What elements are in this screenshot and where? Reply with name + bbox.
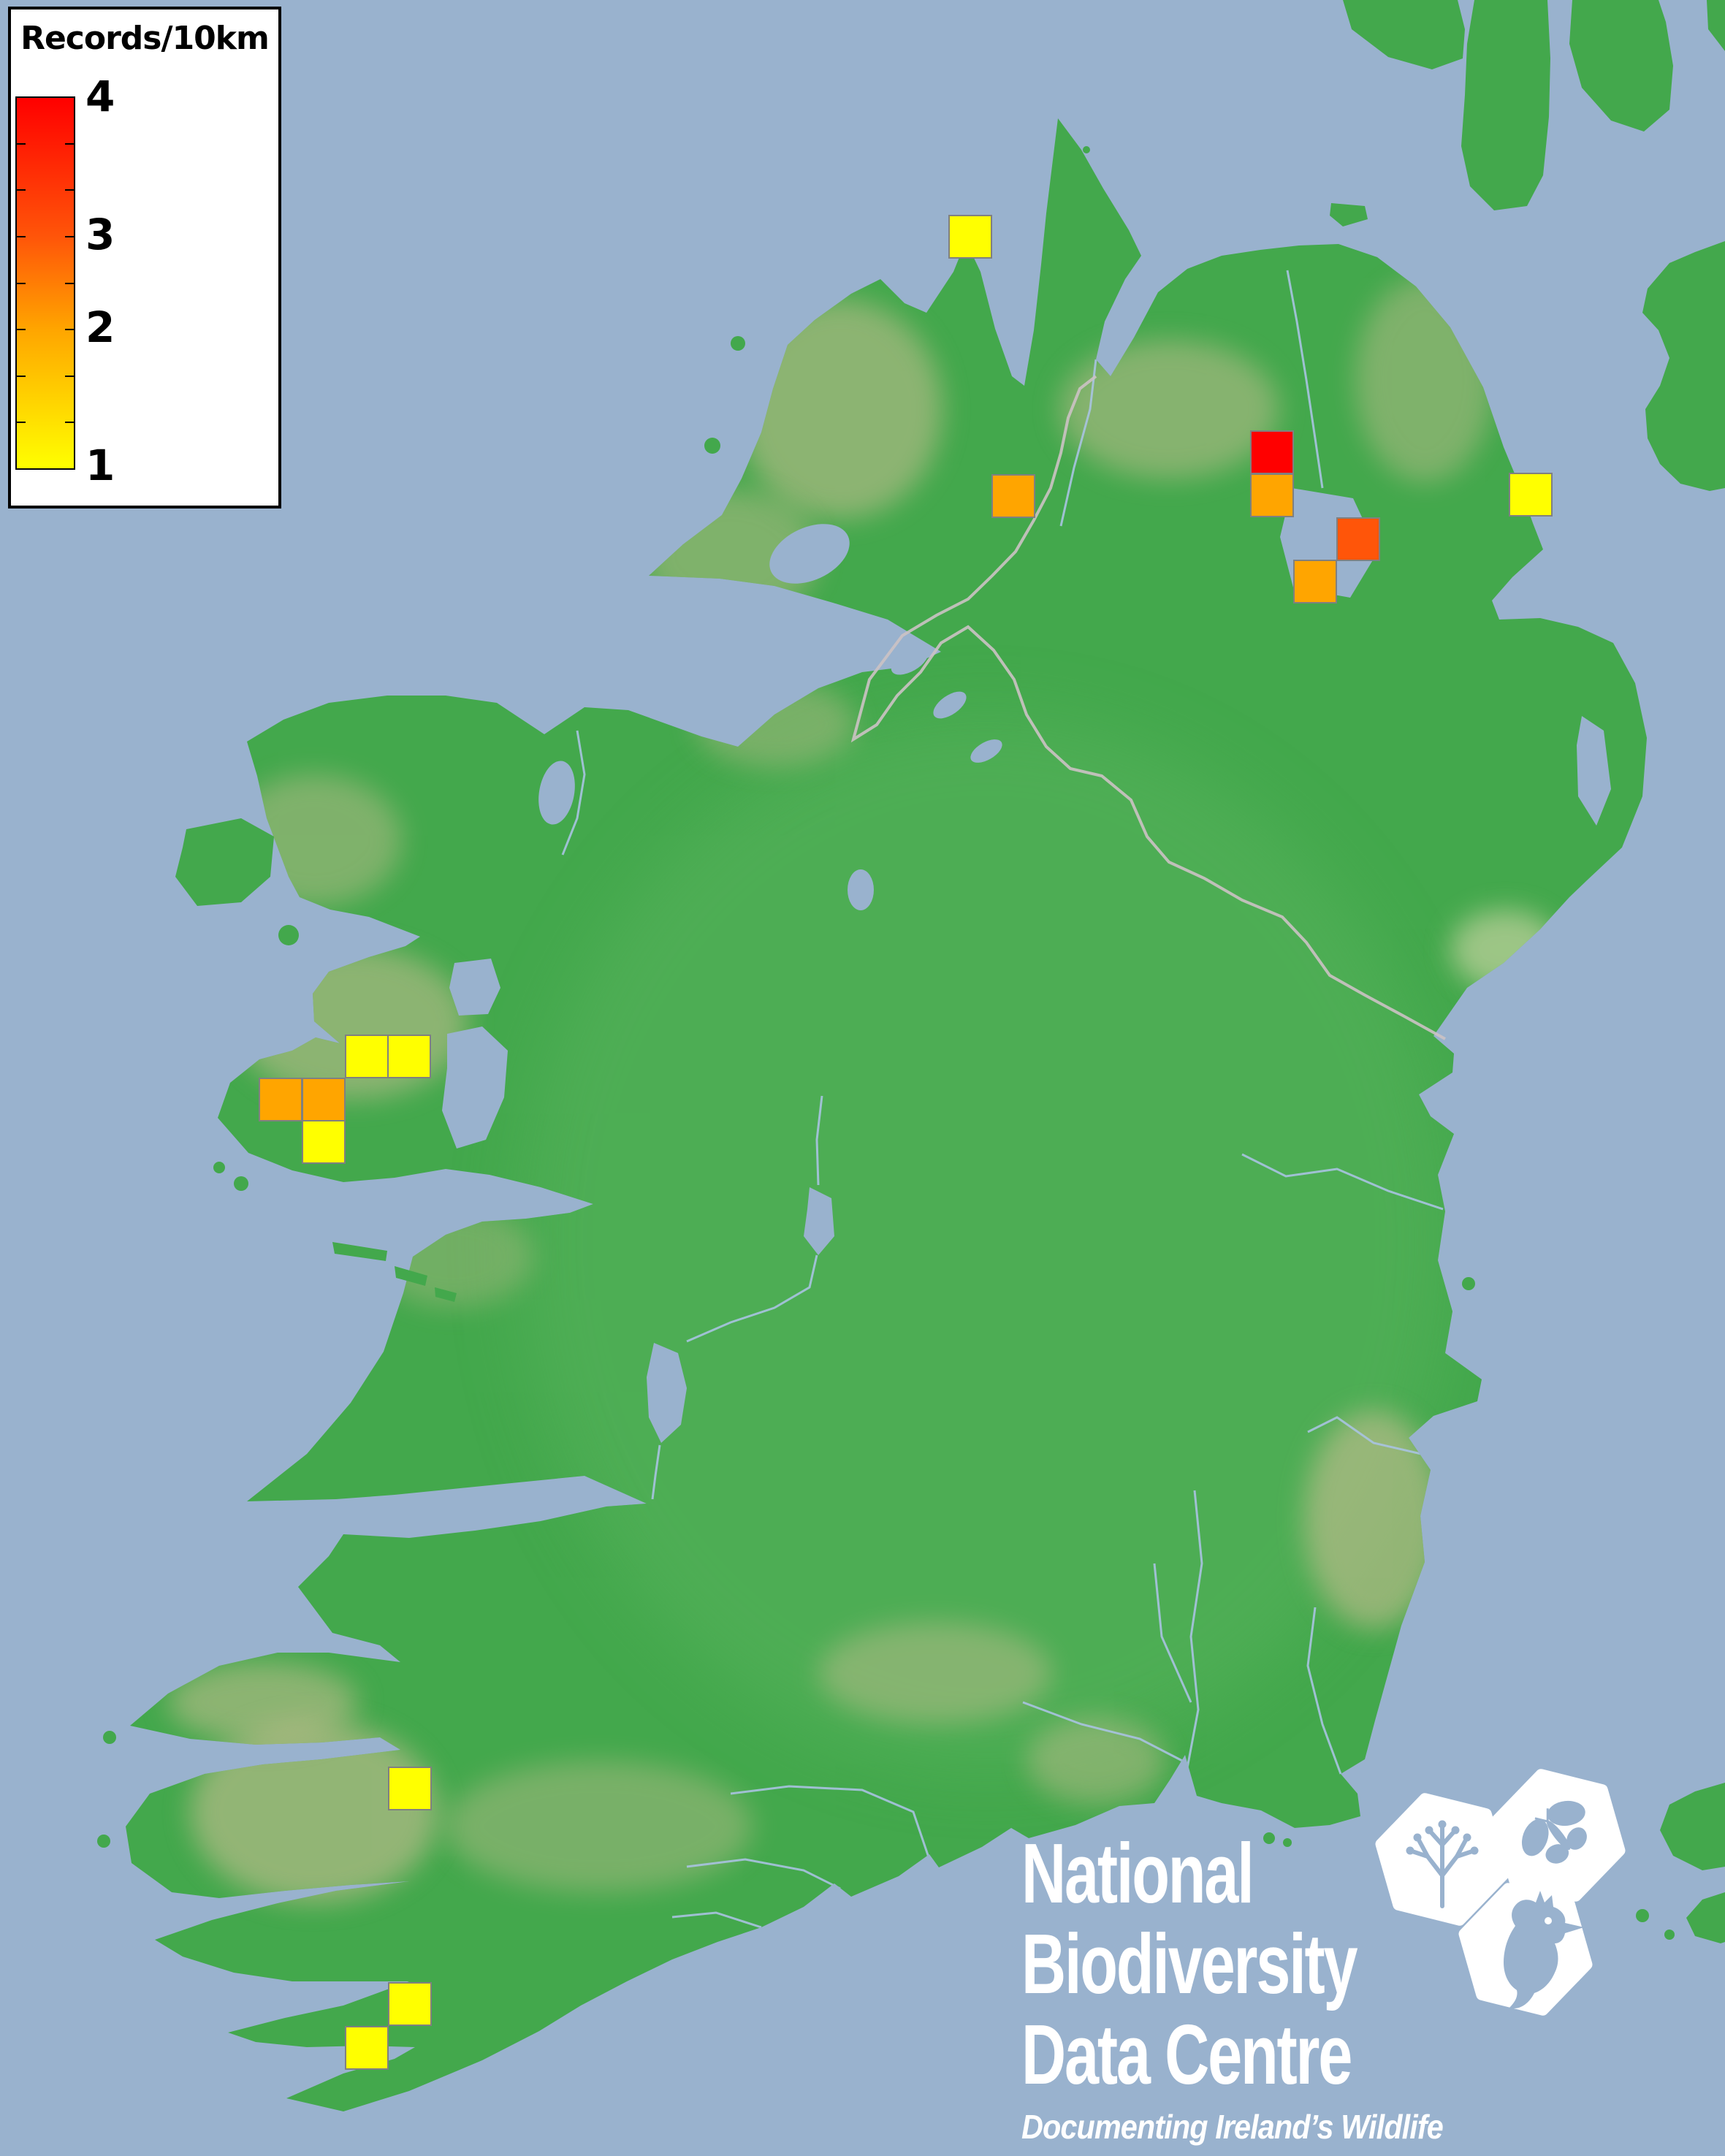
butterfly-icon: [1491, 1769, 1626, 1902]
seahorse-icon: [1458, 1883, 1593, 2016]
record-grid-square: [259, 1078, 302, 1121]
ni-border-line: [850, 375, 1446, 1040]
legend-tick-label: 2: [85, 302, 115, 352]
lough-corrib: [442, 1026, 508, 1149]
legend-tick: [15, 468, 26, 470]
lough-ree: [804, 1187, 834, 1255]
record-grid-square: [345, 1035, 389, 1078]
legend-tick-label: 1: [85, 441, 115, 490]
record-squares-layer: [259, 215, 1553, 2070]
record-grid-square: [1250, 430, 1294, 474]
record-grid-square: [1250, 473, 1294, 517]
legend-tick: [15, 189, 26, 191]
record-grid-square: [388, 1982, 432, 2026]
record-grid-square: [388, 1767, 432, 1810]
legend-tick: [15, 329, 26, 331]
record-grid-square: [1509, 473, 1553, 517]
logo-line-biodiversity: Biodiversity: [1021, 1916, 1358, 2011]
legend-tick: [15, 235, 26, 237]
legend-tick: [65, 468, 75, 470]
record-grid-square: [948, 215, 992, 259]
legend-tick: [65, 142, 75, 145]
strangford-lough: [1577, 716, 1611, 826]
neighbor-coasts-scotland-wales: [1343, 0, 1725, 1943]
legend-tick: [65, 329, 75, 331]
record-grid-square: [387, 1035, 431, 1078]
lough-mask: [449, 959, 500, 1016]
lakes: [442, 488, 1611, 1443]
legend-tick: [15, 96, 26, 98]
nbdc-logo: National Biodiversity Data Centre Docume…: [1021, 1769, 1626, 2147]
logo-tagline: Documenting Ireland’s Wildlife: [1021, 2108, 1444, 2146]
legend-tick: [65, 282, 75, 284]
legend-tick: [65, 96, 75, 98]
logo-line-data-centre: Data Centre: [1021, 2007, 1352, 2102]
legend-tick: [65, 189, 75, 191]
legend-tick: [15, 422, 26, 424]
lough-derg: [647, 1343, 687, 1443]
legend-tick: [15, 375, 26, 377]
legend-tick-label: 4: [85, 72, 115, 121]
irish-islands: [97, 146, 1475, 1848]
legend-tick-label: 3: [85, 210, 115, 260]
record-grid-square: [1336, 517, 1380, 561]
legend-panel: Records/10km 4 3 2 1: [8, 7, 281, 508]
record-grid-square: [345, 2026, 389, 2070]
legend-tick: [65, 235, 75, 237]
legend-tick: [65, 422, 75, 424]
record-grid-square: [302, 1078, 346, 1121]
record-grid-square: [991, 474, 1035, 518]
logo-hexagons: [1375, 1769, 1626, 2016]
legend-tick: [65, 375, 75, 377]
legend-tick: [15, 142, 26, 145]
record-grid-square: [302, 1120, 346, 1164]
legend-title: Records/10km: [20, 20, 270, 57]
plant-icon: [1375, 1793, 1509, 1926]
legend-tick: [15, 282, 26, 284]
logo-line-national: National: [1021, 1826, 1254, 1921]
rivers: [561, 270, 1444, 1929]
record-grid-square: [1293, 560, 1337, 603]
